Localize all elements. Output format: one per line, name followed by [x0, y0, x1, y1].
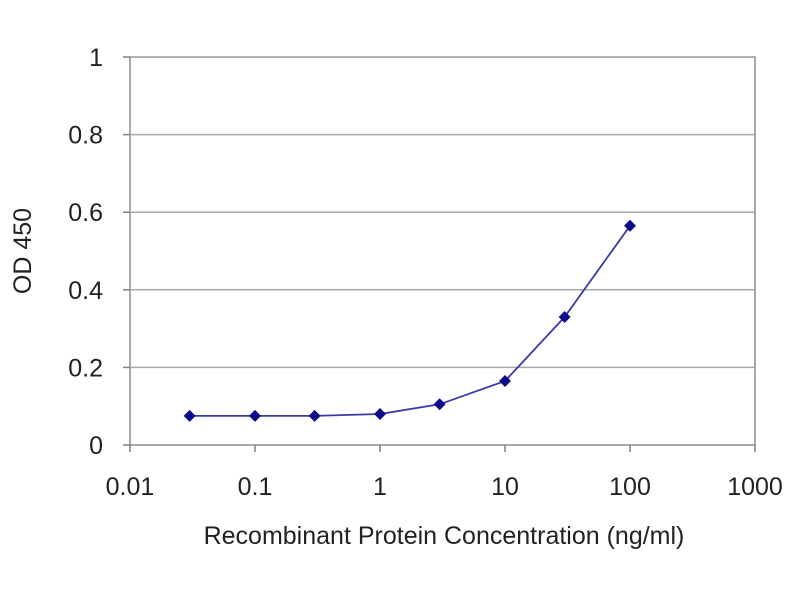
y-tick-label: 0.6 — [68, 199, 103, 227]
x-axis-label: Recombinant Protein Concentration (ng/ml… — [204, 522, 685, 550]
data-point — [249, 409, 261, 422]
y-tick-label: 0.2 — [68, 354, 103, 382]
y-tick-label: 0.8 — [68, 122, 103, 150]
y-tick-labels: 0 0.2 0.4 0.6 0.8 1 — [68, 44, 103, 460]
y-tick-label: 0 — [89, 432, 103, 460]
axes — [123, 56, 756, 452]
y-tick-label: 1 — [89, 44, 103, 72]
x-tick-labels: 0.01 0.1 1 10 100 1000 — [106, 473, 783, 501]
data-point — [499, 374, 511, 387]
x-tick-label: 10 — [491, 473, 519, 501]
data-point — [374, 407, 386, 420]
x-tick-label: 100 — [609, 473, 651, 501]
y-tick-label: 0.4 — [68, 277, 103, 305]
x-tick-label: 1000 — [727, 473, 783, 501]
x-tick-label: 0.01 — [106, 473, 155, 501]
data-point — [308, 409, 321, 422]
x-tick-label: 0.1 — [238, 473, 273, 501]
plot-area — [129, 56, 756, 446]
data-point — [558, 310, 571, 323]
series-group — [183, 219, 636, 422]
series-line — [189, 225, 631, 417]
data-point — [433, 398, 446, 411]
data-point — [183, 409, 196, 422]
gridlines — [130, 56, 755, 369]
y-axis-label: OD 450 — [9, 208, 37, 294]
data-point — [624, 219, 636, 232]
x-tick-label: 1 — [373, 473, 387, 501]
